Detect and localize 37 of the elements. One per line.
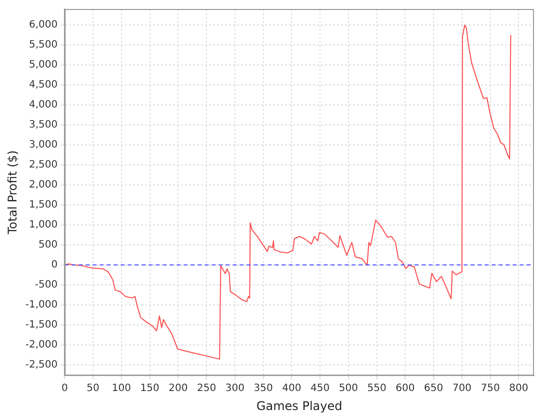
y-tick-label: -2,000 <box>25 339 58 350</box>
y-tick-label: 2,000 <box>28 180 58 190</box>
x-tick-label: 250 <box>196 383 216 394</box>
y-tick-label: 1,000 <box>28 219 58 230</box>
y-tick-label: 3,000 <box>28 140 58 151</box>
x-tick-label: 100 <box>112 383 131 394</box>
x-tick-label: 500 <box>338 383 358 394</box>
y-tick-label: 0 <box>51 259 58 270</box>
x-tick-label: 450 <box>310 383 330 394</box>
x-tick-label: 650 <box>424 383 444 394</box>
y-tick-label: 5,000 <box>28 60 58 71</box>
x-tick-label: 550 <box>367 383 386 394</box>
y-tick-label: 1,500 <box>28 199 58 210</box>
y-tick-label: -1,500 <box>25 319 58 330</box>
x-axis-title: Games Played <box>256 398 342 413</box>
y-tick-label: -2,500 <box>25 359 58 370</box>
x-tick-label: 0 <box>61 383 68 394</box>
y-tick-label: 3,500 <box>28 120 58 131</box>
x-tick-label: 300 <box>225 383 244 394</box>
y-tick-label: 500 <box>38 239 58 250</box>
x-tick-label: 750 <box>480 383 500 394</box>
x-tick-label: 600 <box>396 383 415 394</box>
x-tick-label: 350 <box>254 383 273 394</box>
x-tick-label: 50 <box>86 383 100 394</box>
y-tick-label: -500 <box>34 279 58 290</box>
x-tick-label: 700 <box>452 383 472 394</box>
x-tick-label: 400 <box>282 383 302 394</box>
y-tick-label: 6,000 <box>28 20 58 31</box>
y-tick-label: 2,500 <box>28 160 58 171</box>
y-tick-label: 4,000 <box>28 100 58 111</box>
y-axis-title: Total Profit ($) <box>5 150 20 236</box>
y-tick-label: -1,000 <box>25 299 58 310</box>
y-tick-label: 4,500 <box>28 80 58 91</box>
y-tick-label: 5,500 <box>28 40 58 51</box>
x-tick-label: 200 <box>168 383 188 394</box>
x-tick-label: 800 <box>509 383 528 394</box>
x-tick-label: 150 <box>140 383 160 394</box>
